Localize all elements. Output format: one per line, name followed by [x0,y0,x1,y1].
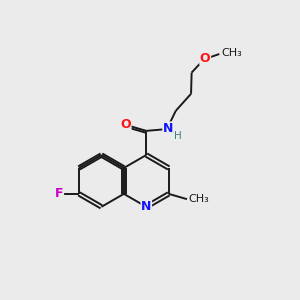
Text: N: N [163,122,173,135]
Text: H: H [174,130,182,141]
Text: CH₃: CH₃ [221,47,242,58]
Text: CH₃: CH₃ [188,194,209,204]
Text: N: N [141,200,152,213]
Text: O: O [200,52,211,64]
Text: F: F [55,188,64,200]
Text: O: O [120,118,131,131]
